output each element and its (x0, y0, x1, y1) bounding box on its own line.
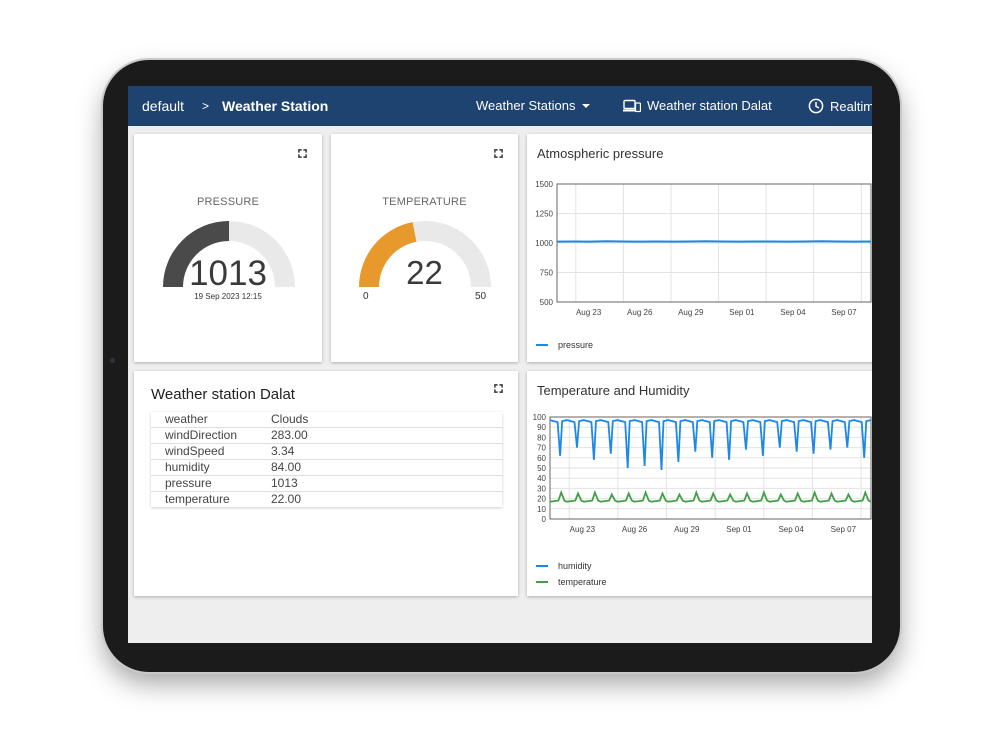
pressure-chart-card: Atmospheric pressure 1500 1250 1000 750 500 A… (527, 134, 872, 362)
y-tick-label: 1000 (535, 239, 553, 248)
table-row: windSpeed 3.34 (151, 443, 502, 460)
x-tick-label: Aug 29 (678, 308, 704, 317)
x-tick-label: Aug 29 (674, 525, 700, 534)
temperature-gauge-title: TEMPERATURE (382, 196, 467, 208)
temperature-gauge-dial (359, 221, 491, 287)
y-tick-label: 70 (537, 444, 546, 453)
pressure-gauge-card: PRESSURE 1013 19 Sep 2023 12:15 (134, 134, 322, 362)
x-tick-label: Sep 07 (831, 525, 857, 534)
fullscreen-icon[interactable] (494, 149, 503, 158)
y-tick-label: 80 (537, 433, 546, 442)
y-tick-label: 40 (537, 474, 546, 483)
pressure-gauge-timestamp: 19 Sep 2023 12:15 (194, 292, 262, 301)
pressure-chart-title: Atmospheric pressure (537, 146, 664, 161)
temperature-gauge-min: 0 (363, 291, 369, 302)
temperature-gauge-card: TEMPERATURE 22 0 50 (331, 134, 518, 362)
dashboard-screen: default > Weather Station Weather Statio… (128, 86, 872, 643)
table-row: windDirection 283.00 (151, 427, 502, 444)
legend-label: temperature (558, 577, 607, 587)
top-toolbar: default > Weather Station Weather Statio… (128, 86, 872, 126)
attribute-key: pressure (151, 475, 257, 492)
humidity-series-line (549, 419, 872, 471)
x-tick-label: Aug 26 (622, 525, 648, 534)
fullscreen-icon[interactable] (494, 384, 503, 393)
temperature-gauge-value: 22 (406, 254, 443, 291)
x-tick-label: Sep 04 (780, 308, 806, 317)
tablet-camera (110, 358, 115, 363)
attribute-value: 22.00 (257, 491, 502, 507)
y-tick-label: 90 (537, 423, 546, 432)
attribute-key: weather (165, 412, 208, 426)
temperature-legend-item[interactable]: temperature (536, 577, 607, 587)
legend-label: pressure (558, 340, 594, 350)
timewindow-button[interactable]: Realtime (808, 98, 872, 114)
x-tick-label: Aug 23 (576, 308, 602, 317)
attribute-value: 3.34 (257, 443, 502, 460)
dashboard-states-dropdown[interactable]: Weather Stations (476, 98, 591, 113)
dashboard-states-label: Weather Stations (476, 98, 576, 113)
timewindow-label: Realtime (830, 98, 872, 114)
entity-selector-label: Weather station Dalat (647, 98, 772, 113)
breadcrumb-root[interactable]: default (142, 98, 185, 114)
y-tick-label: 20 (537, 495, 546, 504)
breadcrumb-separator: > (202, 99, 210, 113)
legend-label: humidity (558, 561, 592, 571)
attribute-value: 1013 (257, 475, 502, 492)
pressure-gauge-title: PRESSURE (196, 196, 260, 208)
x-tick-label: Aug 26 (627, 308, 653, 317)
table-row: temperature 22.00 (151, 491, 502, 507)
attribute-value: 84.00 (257, 459, 502, 476)
table-row: weather Clouds (151, 412, 502, 428)
y-tick-label: 750 (540, 269, 554, 278)
plot-border (549, 416, 872, 520)
x-tick-label: Aug 23 (570, 525, 596, 534)
humidity-legend-item[interactable]: humidity (536, 561, 592, 571)
devices-icon (623, 99, 641, 112)
attribute-key: windSpeed (151, 443, 257, 460)
y-tick-label: 1250 (535, 210, 553, 219)
x-tick-label: Sep 07 (831, 308, 857, 317)
x-tick-label: Sep 04 (778, 525, 804, 534)
legend-swatch (536, 581, 548, 583)
attribute-key: windDirection (151, 427, 257, 444)
pressure-gauge-fill (163, 221, 229, 287)
temp-humidity-chart-card: Temperature and Humidity 100 90 80 70 60 50 40… (527, 371, 872, 596)
y-tick-label: 0 (542, 515, 547, 524)
x-tick-label: Sep 01 (729, 308, 755, 317)
attribute-value: 283.00 (257, 427, 502, 444)
y-tick-label: 60 (537, 454, 546, 463)
table-row: humidity 84.00 (151, 459, 502, 476)
pressure-chart: 1500 1250 1000 750 500 Aug 23 Aug 26 Aug 29 Sep … (535, 180, 872, 317)
attribute-value: Clouds (271, 412, 309, 426)
y-tick-label: 10 (537, 505, 546, 514)
y-tick-label: 100 (533, 413, 547, 422)
pressure-gauge-value: 1013 (189, 254, 267, 293)
temperature-gauge-max: 50 (475, 291, 487, 302)
chevron-down-icon (582, 103, 591, 108)
y-tick-label: 30 (537, 484, 546, 493)
table-row: pressure 1013 (151, 475, 502, 492)
pressure-chart-legend[interactable]: pressure (536, 340, 593, 350)
attribute-key: temperature (151, 491, 257, 507)
entity-selector[interactable]: Weather station Dalat (623, 98, 772, 113)
clock-icon (808, 98, 824, 114)
fullscreen-icon[interactable] (298, 149, 307, 158)
station-attributes-table: weather Clouds windDirection 283.00 windSp… (151, 412, 502, 507)
station-card-title: Weather station Dalat (151, 386, 295, 403)
attribute-key: humidity (151, 459, 257, 476)
y-tick-label: 1500 (535, 180, 553, 189)
temp-humidity-chart-title: Temperature and Humidity (537, 383, 690, 398)
y-tick-label: 50 (537, 464, 546, 473)
temperature-gauge-fill (359, 222, 417, 287)
x-tick-label: Sep 01 (726, 525, 752, 534)
y-tick-label: 500 (540, 298, 554, 307)
legend-swatch (536, 565, 548, 567)
station-info-card: Weather station Dalat weather Clouds wind… (134, 371, 518, 596)
plot-border (556, 183, 872, 303)
breadcrumb-current: Weather Station (222, 98, 329, 114)
temperature-series-line (549, 489, 872, 503)
pressure-gauge-dial (163, 221, 295, 287)
legend-swatch (536, 344, 548, 346)
